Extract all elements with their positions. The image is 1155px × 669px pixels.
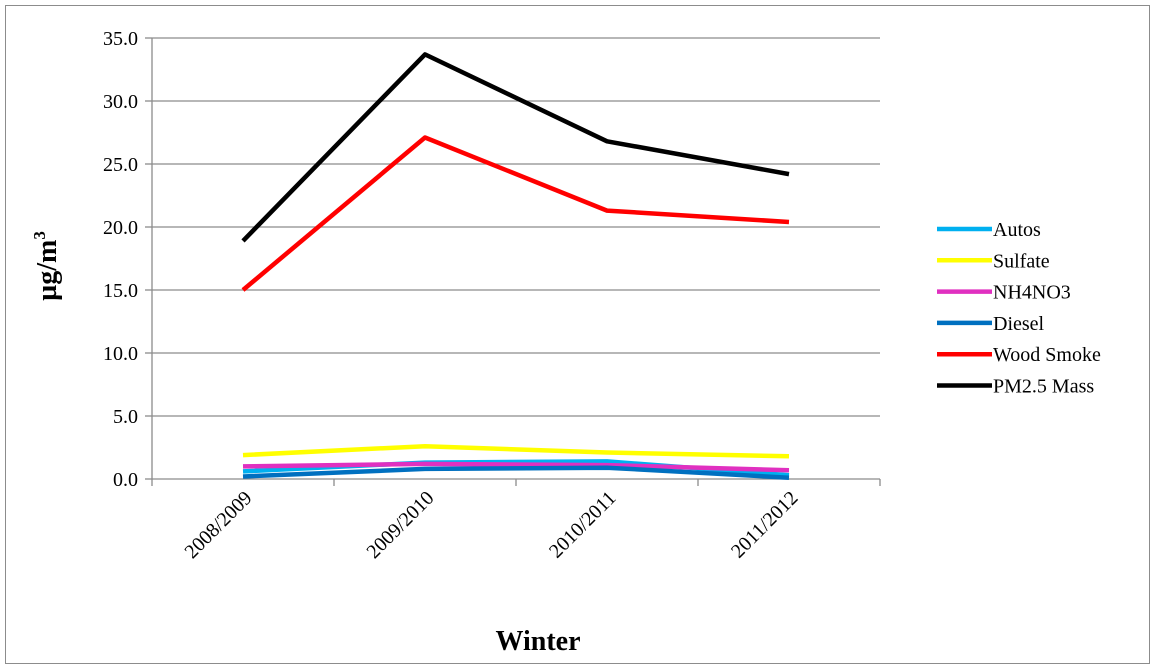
legend-label: Sulfate bbox=[993, 250, 1050, 272]
x-tick-label: 2011/2012 bbox=[727, 487, 803, 563]
legend: Autos Sulfate NH4NO3 Diesel Wood Smoke PM2.5 … bbox=[937, 219, 1101, 398]
series-line-nh4no3 bbox=[242, 461, 790, 473]
legend-label: PM2.5 Mass bbox=[993, 376, 1094, 398]
y-tick-label: 0.0 bbox=[113, 469, 138, 491]
x-tick-label: 2009/2010 bbox=[362, 487, 438, 563]
legend-label: Diesel bbox=[993, 313, 1045, 335]
legend-entry: Wood Smoke bbox=[937, 344, 1101, 366]
y-tick-label: 25.0 bbox=[103, 154, 138, 176]
legend-entry: Sulfate bbox=[937, 250, 1050, 272]
axes bbox=[145, 37, 881, 486]
y-axis-title: µg/m3 bbox=[30, 231, 63, 301]
y-tick-label: 20.0 bbox=[103, 217, 138, 239]
y-axis-title-main: µg/m bbox=[32, 240, 63, 301]
chart-frame bbox=[5, 5, 1150, 664]
y-tick-labels: 0.0 5.0 10.0 15.0 20.0 25.0 30.0 35.0 bbox=[103, 28, 138, 491]
series-line-sulfate bbox=[242, 443, 790, 459]
series-line-diesel bbox=[242, 465, 790, 480]
x-axis-title: Winter bbox=[495, 626, 580, 657]
y-tick-label: 5.0 bbox=[113, 406, 138, 428]
y-tick-label: 15.0 bbox=[103, 280, 138, 302]
legend-entry: Autos bbox=[937, 219, 1041, 241]
x-tick-label: 2008/2009 bbox=[180, 487, 256, 563]
series-line-pm2-5-mass bbox=[241, 52, 790, 243]
gridlines bbox=[152, 37, 880, 417]
legend-entry: PM2.5 Mass bbox=[937, 376, 1094, 398]
series-lines bbox=[241, 52, 790, 480]
legend-label: Wood Smoke bbox=[993, 344, 1101, 366]
series-line-wood-smoke bbox=[241, 135, 790, 292]
legend-entry: Diesel bbox=[937, 313, 1045, 335]
y-tick-label: 35.0 bbox=[103, 28, 138, 50]
legend-label: Autos bbox=[993, 219, 1041, 241]
y-tick-label: 30.0 bbox=[103, 91, 138, 113]
legend-entry: NH4NO3 bbox=[937, 282, 1071, 304]
y-tick-label: 10.0 bbox=[103, 343, 138, 365]
x-tick-label: 2010/2011 bbox=[545, 487, 621, 563]
legend-label: NH4NO3 bbox=[993, 282, 1071, 304]
x-tick-labels: 2008/2009 2009/2010 2010/2011 2011/2012 bbox=[180, 487, 802, 563]
y-axis-title-superscript: 3 bbox=[30, 231, 49, 240]
